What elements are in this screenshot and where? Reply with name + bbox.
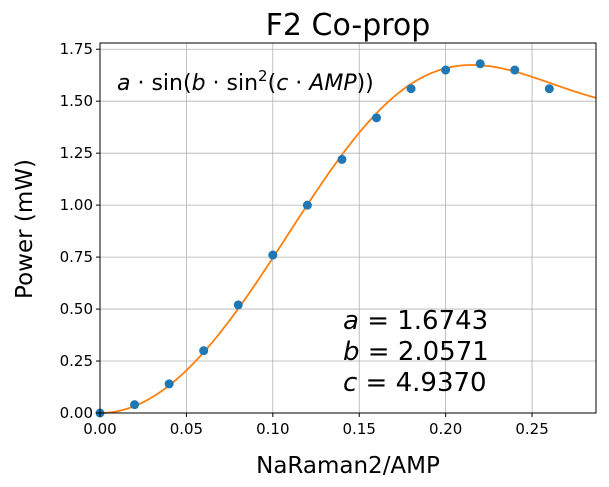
x-tick-label: 0.10 — [256, 420, 289, 438]
data-point — [372, 113, 382, 123]
data-points — [95, 59, 554, 418]
fit-formula: a · sin(b · sin2(c · AMP)) — [117, 67, 374, 96]
data-point — [544, 84, 554, 94]
x-tick-label: 0.25 — [515, 420, 548, 438]
data-point — [337, 154, 347, 164]
formula-part-2: · sin — [206, 71, 259, 96]
formula-a: a — [117, 71, 130, 96]
param-value: = 1.6743 — [359, 306, 488, 336]
param-label-c: c = 4.9370 — [343, 368, 487, 398]
data-point — [199, 346, 209, 356]
param-name: a — [343, 306, 359, 336]
data-point — [130, 400, 140, 410]
formula-exponent: 2 — [258, 67, 268, 85]
x-axis-title: NaRaman2/AMP — [256, 453, 440, 479]
y-tick-label: 0.00 — [60, 404, 93, 422]
param-label-a: a = 1.6743 — [343, 306, 488, 336]
y-tick-label: 0.25 — [60, 352, 93, 370]
y-tick-label: 1.50 — [60, 92, 93, 110]
y-axis-title: Power (mW) — [12, 159, 38, 299]
x-tick-label: 0.05 — [170, 420, 203, 438]
x-tick-label: 0.00 — [83, 420, 116, 438]
y-tick-label: 0.50 — [60, 300, 93, 318]
formula-part-4: · — [288, 71, 309, 96]
x-tick-label: 0.20 — [429, 420, 462, 438]
plot-frame — [99, 42, 597, 414]
x-ticks: 0.00 0.05 0.10 0.15 0.20 0.25 — [83, 413, 549, 438]
y-ticks: 0.00 0.25 0.50 0.75 1.00 1.25 1.50 1.75 — [60, 40, 100, 422]
y-tick-label: 1.00 — [60, 196, 93, 214]
data-point — [441, 65, 451, 75]
data-point — [164, 379, 174, 389]
data-point — [233, 300, 243, 310]
chart-title: F2 Co-prop — [266, 8, 431, 43]
formula-part-3: ( — [268, 71, 277, 96]
x-tick-label: 0.15 — [343, 420, 376, 438]
data-point — [302, 200, 312, 210]
data-point — [510, 65, 520, 75]
formula-close: )) — [357, 71, 374, 96]
formula-b: b — [192, 71, 206, 96]
param-label-b: b = 2.0571 — [343, 337, 489, 367]
param-name: b — [343, 337, 360, 367]
param-value: = 2.0571 — [360, 337, 489, 367]
formula-part-1: · sin( — [130, 71, 191, 96]
formula-amp: AMP — [307, 71, 357, 96]
data-point — [268, 250, 278, 260]
data-point — [475, 59, 485, 69]
param-name: c — [343, 368, 357, 398]
y-tick-label: 0.75 — [60, 248, 93, 266]
param-value: = 4.9370 — [357, 368, 486, 398]
data-point — [406, 84, 416, 94]
formula-c: c — [276, 71, 288, 96]
grid — [99, 43, 596, 414]
y-tick-label: 1.25 — [60, 144, 93, 162]
y-tick-label: 1.75 — [60, 40, 93, 58]
